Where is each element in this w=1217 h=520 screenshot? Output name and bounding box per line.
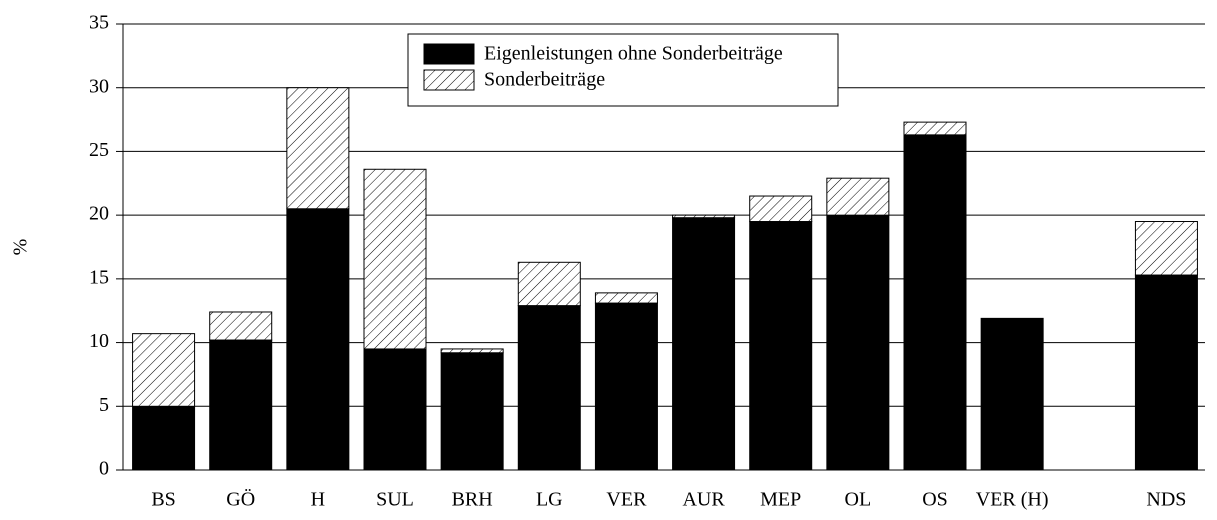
x-tick-label: VER: [606, 489, 647, 511]
y-tick-label: 30: [89, 75, 109, 97]
bar-segment: [132, 333, 196, 407]
legend-label: Eigenleistungen ohne Sonderbeiträge: [484, 43, 783, 65]
bar-segment: [903, 121, 967, 136]
legend-swatch: [423, 69, 475, 91]
bar-segment: [286, 87, 350, 210]
bar-segment: [749, 195, 813, 223]
x-tick-label: BRH: [452, 489, 493, 511]
bar-segment: [1134, 221, 1198, 276]
legend-box: [407, 33, 839, 107]
bar-segment: [209, 311, 273, 341]
x-tick-label: H: [311, 489, 325, 511]
bar-segment: [363, 168, 427, 350]
x-tick-label: BS: [151, 489, 175, 511]
y-tick-label: 5: [99, 394, 109, 416]
x-tick-label: SUL: [376, 489, 414, 511]
x-tick-label: MEP: [760, 489, 801, 511]
legend-swatch: [423, 43, 475, 65]
bar-segment: [749, 221, 813, 471]
y-tick-label: 10: [89, 330, 109, 352]
bar-segment: [517, 305, 581, 471]
bar-segment: [517, 261, 581, 307]
bar-segment: [132, 405, 196, 471]
y-tick-label: 15: [89, 266, 109, 288]
bar-segment: [594, 302, 658, 471]
x-tick-label: OL: [845, 489, 872, 511]
bar-segment: [903, 134, 967, 471]
bar-segment: [672, 217, 736, 471]
x-tick-label: AUR: [682, 489, 725, 511]
y-tick-label: 25: [89, 139, 109, 161]
bar-segment: [363, 348, 427, 471]
bar-segment: [980, 317, 1044, 471]
y-tick-label: 35: [89, 12, 109, 34]
bar-segment: [440, 348, 504, 354]
x-tick-label: LG: [536, 489, 563, 511]
bar-segment: [209, 339, 273, 471]
x-tick-label: VER (H): [976, 489, 1049, 511]
bar-segment: [440, 352, 504, 471]
y-axis-label: %: [10, 239, 32, 256]
bar-segment: [594, 292, 658, 304]
bar-segment: [826, 214, 890, 471]
bar-segment: [672, 214, 736, 219]
x-tick-label: OS: [922, 489, 948, 511]
legend-label: Sonderbeiträge: [484, 69, 605, 91]
x-tick-label: NDS: [1146, 489, 1186, 511]
bar-segment: [286, 208, 350, 471]
bar-segment: [1134, 274, 1198, 471]
x-tick-label: GÖ: [226, 488, 255, 511]
y-tick-label: 0: [99, 458, 109, 480]
bar-segment: [826, 177, 890, 216]
y-tick-label: 20: [89, 203, 109, 225]
